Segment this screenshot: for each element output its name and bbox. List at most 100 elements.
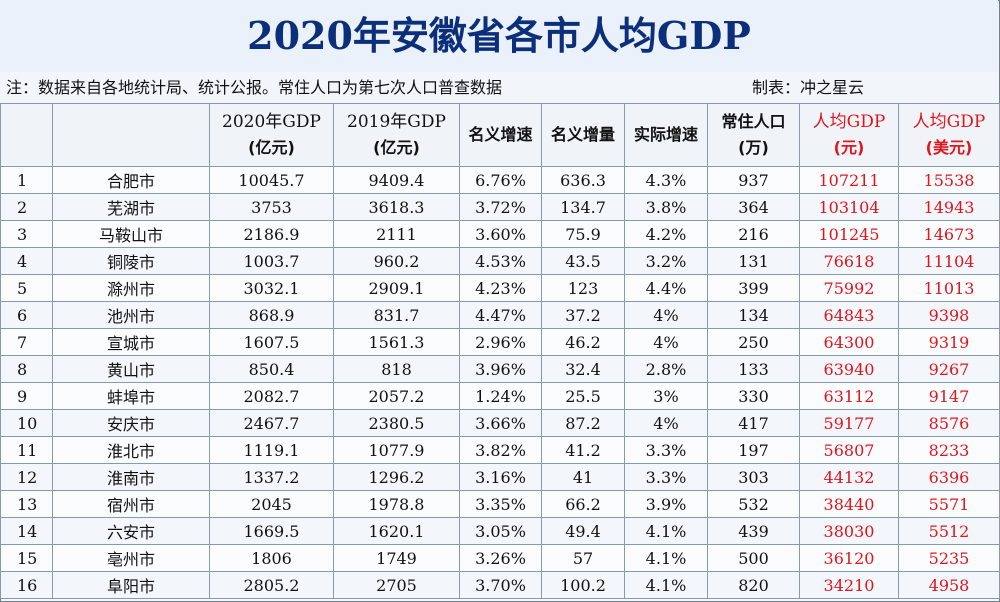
real-rate-cell: 4.3% <box>624 166 708 194</box>
population-cell: 500 <box>707 544 800 572</box>
nominal-increment-cell: 66.2 <box>541 490 625 518</box>
nominal-rate-cell: 6.76% <box>459 166 542 194</box>
city-name: 合肥市 <box>52 166 210 194</box>
city-name: 六安市 <box>52 517 210 545</box>
gdp-2020-cell: 868.9 <box>209 301 334 329</box>
per-capita-yuan-cell: 75992 <box>799 274 899 302</box>
nominal-increment-cell: 25.5 <box>541 382 625 410</box>
per-capita-usd-cell: 9147 <box>898 382 1000 410</box>
per-capita-yuan-cell: 34210 <box>799 571 899 599</box>
real-rate-cell: 4% <box>624 409 708 437</box>
gdp-2019-cell: 1077.9 <box>333 436 460 464</box>
nominal-rate-cell: 2.96% <box>459 328 542 356</box>
gdp-2019-cell: 818 <box>333 355 460 383</box>
nominal-rate-cell: 1.24% <box>459 382 542 410</box>
real-rate-cell: 4% <box>624 328 708 356</box>
nominal-rate-cell: 3.16% <box>459 463 542 491</box>
nominal-rate-cell: 3.35% <box>459 490 542 518</box>
population-cell: 417 <box>707 409 800 437</box>
population-cell: 937 <box>707 166 800 194</box>
note-bar: 注：数据来自各地统计局、统计公报。常住人口为第七次人口普查数据 制表：冲之星云 <box>0 72 998 104</box>
gdp-2019-cell: 1296.2 <box>333 463 460 491</box>
source-note: 注：数据来自各地统计局、统计公报。常住人口为第七次人口普查数据 <box>6 78 503 97</box>
per-capita-yuan-cell: 38030 <box>799 517 899 545</box>
real-rate-cell: 4.4% <box>624 274 708 302</box>
per-capita-usd-cell: 5235 <box>898 544 1000 572</box>
per-capita-usd-cell: 8576 <box>898 409 1000 437</box>
city-name: 铜陵市 <box>52 247 210 275</box>
per-capita-usd-cell: 9319 <box>898 328 1000 356</box>
table-row: 15 亳州市 1806 1749 3.26% 57 4.1% 500 36120 5235 <box>0 544 1000 572</box>
real-rate-cell: 3.9% <box>624 490 708 518</box>
table-row: 6 池州市 868.9 831.7 4.47% 37.2 4% 134 64843 9398 <box>0 301 1000 329</box>
nominal-increment-cell: 123 <box>541 274 625 302</box>
city-name: 淮南市 <box>52 463 210 491</box>
per-capita-usd-cell: 5512 <box>898 517 1000 545</box>
gdp-2020-cell: 1806 <box>209 544 334 572</box>
gdp-2020-cell: 2186.9 <box>209 220 334 248</box>
header-nominal-increment: 名义增量 <box>541 103 625 167</box>
gdp-2019-cell: 831.7 <box>333 301 460 329</box>
nominal-increment-cell: 636.3 <box>541 166 625 194</box>
gdp-2019-cell: 9409.4 <box>333 166 460 194</box>
table-row: 16 阜阳市 2805.2 2705 3.70% 100.2 4.1% 820 34210 495… <box>0 571 1000 599</box>
nominal-rate-cell: 4.47% <box>459 301 542 329</box>
per-capita-usd-cell: 9398 <box>898 301 1000 329</box>
population-cell: 330 <box>707 382 800 410</box>
gdp-2020-cell: 1607.5 <box>209 328 334 356</box>
header-per-capita-yuan-unit: (元) <box>833 138 865 157</box>
row-index: 4 <box>0 247 53 275</box>
population-cell: 197 <box>707 436 800 464</box>
header-gdp-2020: 2020年GDP (亿元) <box>209 103 334 167</box>
city-name: 池州市 <box>52 301 210 329</box>
table-row: 8 黄山市 850.4 818 3.96% 32.4 2.8% 133 63940 9267 <box>0 355 1000 383</box>
gdp-2019-cell: 2909.1 <box>333 274 460 302</box>
per-capita-yuan-cell: 63112 <box>799 382 899 410</box>
real-rate-cell: 2.8% <box>624 355 708 383</box>
nominal-rate-cell: 3.82% <box>459 436 542 464</box>
gdp-2020-cell: 1669.5 <box>209 517 334 545</box>
gdp-2020-cell: 2082.7 <box>209 382 334 410</box>
table-row: 13 宿州市 2045 1978.8 3.35% 66.2 3.9% 532 38440 5571 <box>0 490 1000 518</box>
per-capita-yuan-cell: 59177 <box>799 409 899 437</box>
nominal-increment-cell: 49.4 <box>541 517 625 545</box>
nominal-rate-cell: 3.05% <box>459 517 542 545</box>
real-rate-cell: 3% <box>624 382 708 410</box>
table-row: 1 合肥市 10045.7 9409.4 6.76% 636.3 4.3% 937 107211… <box>0 166 1000 194</box>
per-capita-yuan-cell: 76618 <box>799 247 899 275</box>
per-capita-yuan-cell: 38440 <box>799 490 899 518</box>
table-row: 12 淮南市 1337.2 1296.2 3.16% 41 3.3% 303 44132 6396 <box>0 463 1000 491</box>
gdp-2019-cell: 2057.2 <box>333 382 460 410</box>
nominal-increment-cell: 32.4 <box>541 355 625 383</box>
table-row: 3 马鞍山市 2186.9 2111 3.60% 75.9 4.2% 216 101245 146… <box>0 220 1000 248</box>
population-cell: 134 <box>707 301 800 329</box>
city-name: 蚌埠市 <box>52 382 210 410</box>
per-capita-usd-cell: 15538 <box>898 166 1000 194</box>
header-gdp-2019-unit: (亿元) <box>373 138 420 157</box>
city-name: 淮北市 <box>52 436 210 464</box>
row-index: 13 <box>0 490 53 518</box>
header-population: 常住人口 (万) <box>707 103 800 167</box>
per-capita-yuan-cell: 107211 <box>799 166 899 194</box>
nominal-rate-cell: 3.72% <box>459 193 542 221</box>
real-rate-cell: 4% <box>624 301 708 329</box>
table-row: 11 淮北市 1119.1 1077.9 3.82% 41.2 3.3% 197 56807 82… <box>0 436 1000 464</box>
table-row: 2 芜湖市 3753 3618.3 3.72% 134.7 3.8% 364 103104 149… <box>0 193 1000 221</box>
header-real-rate: 实际增速 <box>624 103 708 167</box>
gdp-2019-cell: 3618.3 <box>333 193 460 221</box>
nominal-rate-cell: 4.23% <box>459 274 542 302</box>
nominal-increment-cell: 100.2 <box>541 571 625 599</box>
per-capita-yuan-cell: 56807 <box>799 436 899 464</box>
header-per-capita-yuan: 人均GDP (元) <box>799 103 899 167</box>
nominal-increment-cell: 134.7 <box>541 193 625 221</box>
population-cell: 250 <box>707 328 800 356</box>
per-capita-yuan-cell: 36120 <box>799 544 899 572</box>
row-index: 15 <box>0 544 53 572</box>
row-index: 7 <box>0 328 53 356</box>
row-index: 3 <box>0 220 53 248</box>
population-cell: 303 <box>707 463 800 491</box>
population-cell: 399 <box>707 274 800 302</box>
gdp-2019-cell: 1561.3 <box>333 328 460 356</box>
nominal-rate-cell: 3.66% <box>459 409 542 437</box>
gdp-2020-cell: 2045 <box>209 490 334 518</box>
